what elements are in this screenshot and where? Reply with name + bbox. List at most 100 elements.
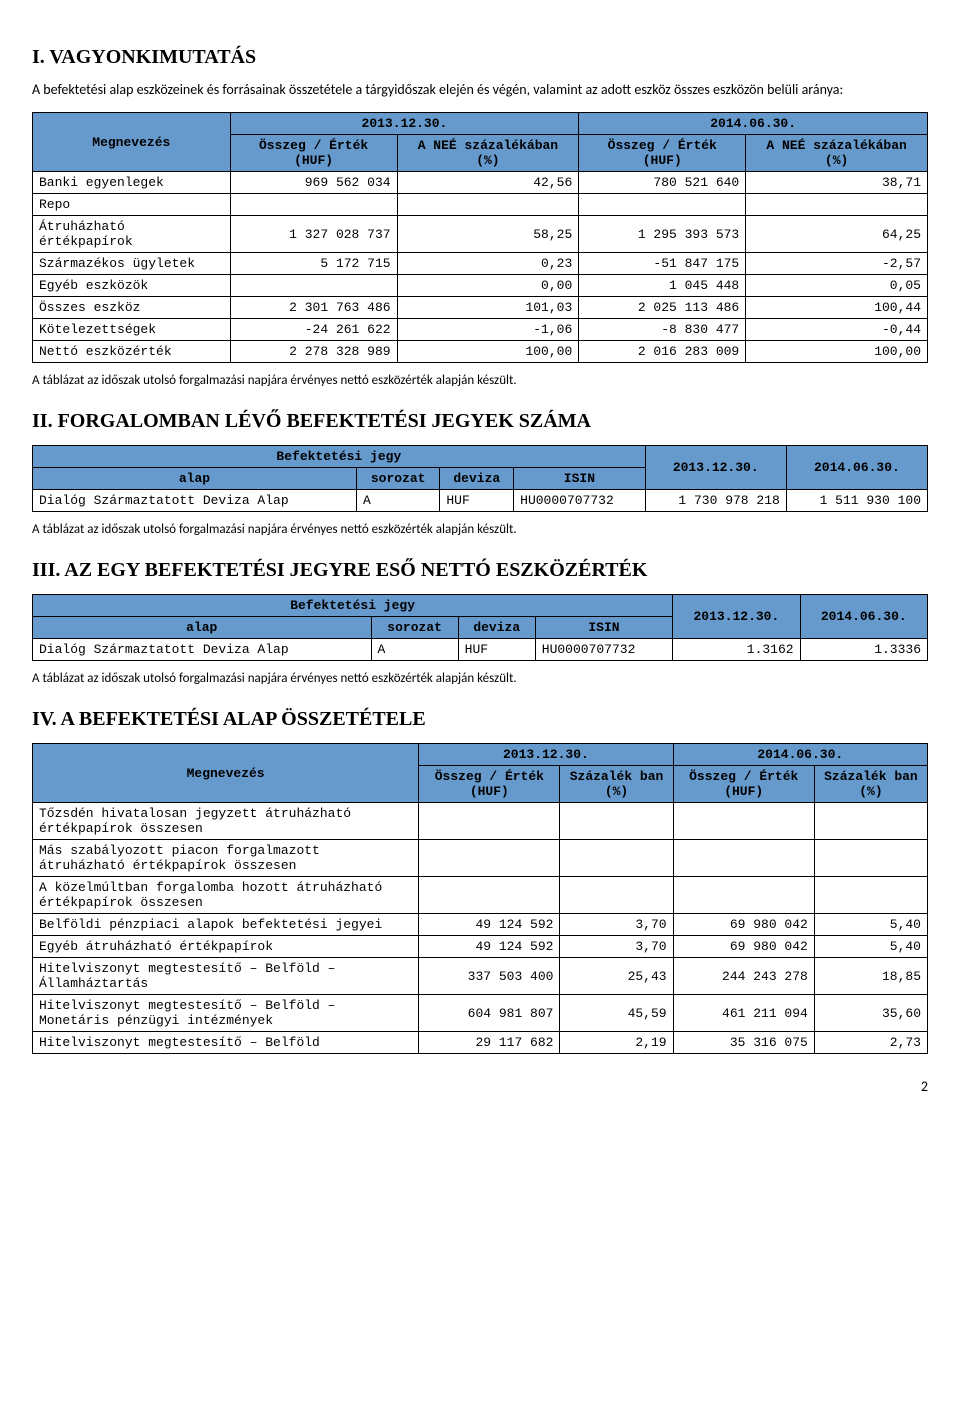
table-row: Hitelviszonyt megtestesítő – Belföld – M… — [33, 995, 928, 1032]
table-row: Nettó eszközérték2 278 328 989100,002 01… — [33, 341, 928, 363]
cell: 1 327 028 737 — [230, 216, 397, 253]
cell — [673, 840, 814, 877]
table-row: Egyéb eszközök0,001 045 4480,05 — [33, 275, 928, 297]
cell: 1 045 448 — [579, 275, 746, 297]
table-units: Befektetési jegy 2013.12.30. 2014.06.30.… — [32, 445, 928, 512]
cell: Összes eszköz — [33, 297, 231, 319]
th-period1: 2013.12.30. — [230, 113, 579, 135]
th-nee-1: A NEÉ százalékában (%) — [397, 135, 579, 172]
table-row: Más szabályozott piacon forgalmazott átr… — [33, 840, 928, 877]
cell: 29 117 682 — [419, 1032, 560, 1054]
cell: 2 025 113 486 — [579, 297, 746, 319]
cell: -1,06 — [397, 319, 579, 341]
cell: Nettó eszközérték — [33, 341, 231, 363]
table-row: Hitelviszonyt megtestesítő – Belföld29 1… — [33, 1032, 928, 1054]
cell: 49 124 592 — [419, 914, 560, 936]
th-isin-3: ISIN — [535, 617, 672, 639]
cell — [419, 840, 560, 877]
cell: Hitelviszonyt megtestesítő – Belföld — [33, 1032, 419, 1054]
cell: 337 503 400 — [419, 958, 560, 995]
cell: 100,44 — [746, 297, 928, 319]
cell: -8 830 477 — [579, 319, 746, 341]
cell-v2-3: 1.3336 — [800, 639, 927, 661]
cell: 64,25 — [746, 216, 928, 253]
section-3-note: A táblázat az időszak utolsó forgalmazás… — [32, 671, 928, 686]
cell-v2: 1 511 930 100 — [786, 490, 927, 512]
cell — [560, 840, 673, 877]
th-p1-4: 2013.12.30. — [419, 744, 673, 766]
th-befektetesi-3: Befektetési jegy — [33, 595, 673, 617]
th-sorozat: sorozat — [356, 468, 439, 490]
cell: Átruházható értékpapírok — [33, 216, 231, 253]
page-number: 2 — [32, 1078, 928, 1095]
cell: 244 243 278 — [673, 958, 814, 995]
cell-sor-3: A — [371, 639, 458, 661]
th-szaz-4a: Százalék ban (%) — [560, 766, 673, 803]
cell: 18,85 — [814, 958, 927, 995]
cell: 2,73 — [814, 1032, 927, 1054]
th-deviza-3: deviza — [458, 617, 535, 639]
cell: 3,70 — [560, 914, 673, 936]
cell: 0,05 — [746, 275, 928, 297]
cell — [746, 194, 928, 216]
table-row: Átruházható értékpapírok1 327 028 73758,… — [33, 216, 928, 253]
cell — [419, 803, 560, 840]
cell: 35,60 — [814, 995, 927, 1032]
cell-dev-3: HUF — [458, 639, 535, 661]
cell — [814, 803, 927, 840]
th-alap: alap — [33, 468, 357, 490]
th-osszeg-4b: Összeg / Érték (HUF) — [673, 766, 814, 803]
cell: Tőzsdén hivatalosan jegyzett átruházható… — [33, 803, 419, 840]
th-p1: 2013.12.30. — [645, 446, 786, 490]
cell: 35 316 075 — [673, 1032, 814, 1054]
cell: 100,00 — [397, 341, 579, 363]
cell: 5 172 715 — [230, 253, 397, 275]
th-osszeg-1: Összeg / Érték (HUF) — [230, 135, 397, 172]
th-szaz-4b: Százalék ban (%) — [814, 766, 927, 803]
th-sorozat-3: sorozat — [371, 617, 458, 639]
cell: 2 016 283 009 — [579, 341, 746, 363]
th-nee-2: A NEÉ százalékában (%) — [746, 135, 928, 172]
table-row: Kötelezettségek-24 261 622-1,06-8 830 47… — [33, 319, 928, 341]
cell: 780 521 640 — [579, 172, 746, 194]
cell: 38,71 — [746, 172, 928, 194]
cell — [673, 803, 814, 840]
cell — [579, 194, 746, 216]
cell: 2,19 — [560, 1032, 673, 1054]
table-row: Tőzsdén hivatalosan jegyzett átruházható… — [33, 803, 928, 840]
section-2-note: A táblázat az időszak utolsó forgalmazás… — [32, 522, 928, 537]
table-row: Származékos ügyletek5 172 7150,23-51 847… — [33, 253, 928, 275]
cell: 100,00 — [746, 341, 928, 363]
cell-v1: 1 730 978 218 — [645, 490, 786, 512]
th-period2: 2014.06.30. — [579, 113, 928, 135]
cell-alap-3: Dialóg Származtatott Deviza Alap — [33, 639, 372, 661]
cell: 45,59 — [560, 995, 673, 1032]
table-row: Banki egyenlegek969 562 03442,56780 521 … — [33, 172, 928, 194]
cell-v1-3: 1.3162 — [673, 639, 800, 661]
section-2-title: II. FORGALOMBAN LÉVŐ BEFEKTETÉSI JEGYEK … — [32, 410, 928, 433]
cell: 58,25 — [397, 216, 579, 253]
cell: 49 124 592 — [419, 936, 560, 958]
cell — [814, 840, 927, 877]
table-row: Egyéb átruházható értékpapírok49 124 592… — [33, 936, 928, 958]
section-3-title: III. AZ EGY BEFEKTETÉSI JEGYRE ESŐ NETTÓ… — [32, 559, 928, 582]
cell — [814, 877, 927, 914]
table-row: Repo — [33, 194, 928, 216]
table-row: Dialóg Származtatott Deviza Alap A HUF H… — [33, 490, 928, 512]
th-megnev-4: Megnevezés — [33, 744, 419, 803]
cell — [560, 877, 673, 914]
cell: 0,00 — [397, 275, 579, 297]
cell-alap: Dialóg Származtatott Deviza Alap — [33, 490, 357, 512]
table-row: Hitelviszonyt megtestesítő – Belföld – Á… — [33, 958, 928, 995]
section-1-note: A táblázat az időszak utolsó forgalmazás… — [32, 373, 928, 388]
cell: 5,40 — [814, 914, 927, 936]
cell-isin: HU0000707732 — [514, 490, 646, 512]
th-p2: 2014.06.30. — [786, 446, 927, 490]
cell — [397, 194, 579, 216]
cell: Banki egyenlegek — [33, 172, 231, 194]
cell: 969 562 034 — [230, 172, 397, 194]
table-nav: Befektetési jegy 2013.12.30. 2014.06.30.… — [32, 594, 928, 661]
cell — [419, 877, 560, 914]
section-1-lead: A befektetési alap eszközeinek és forrás… — [32, 81, 928, 98]
cell: -24 261 622 — [230, 319, 397, 341]
